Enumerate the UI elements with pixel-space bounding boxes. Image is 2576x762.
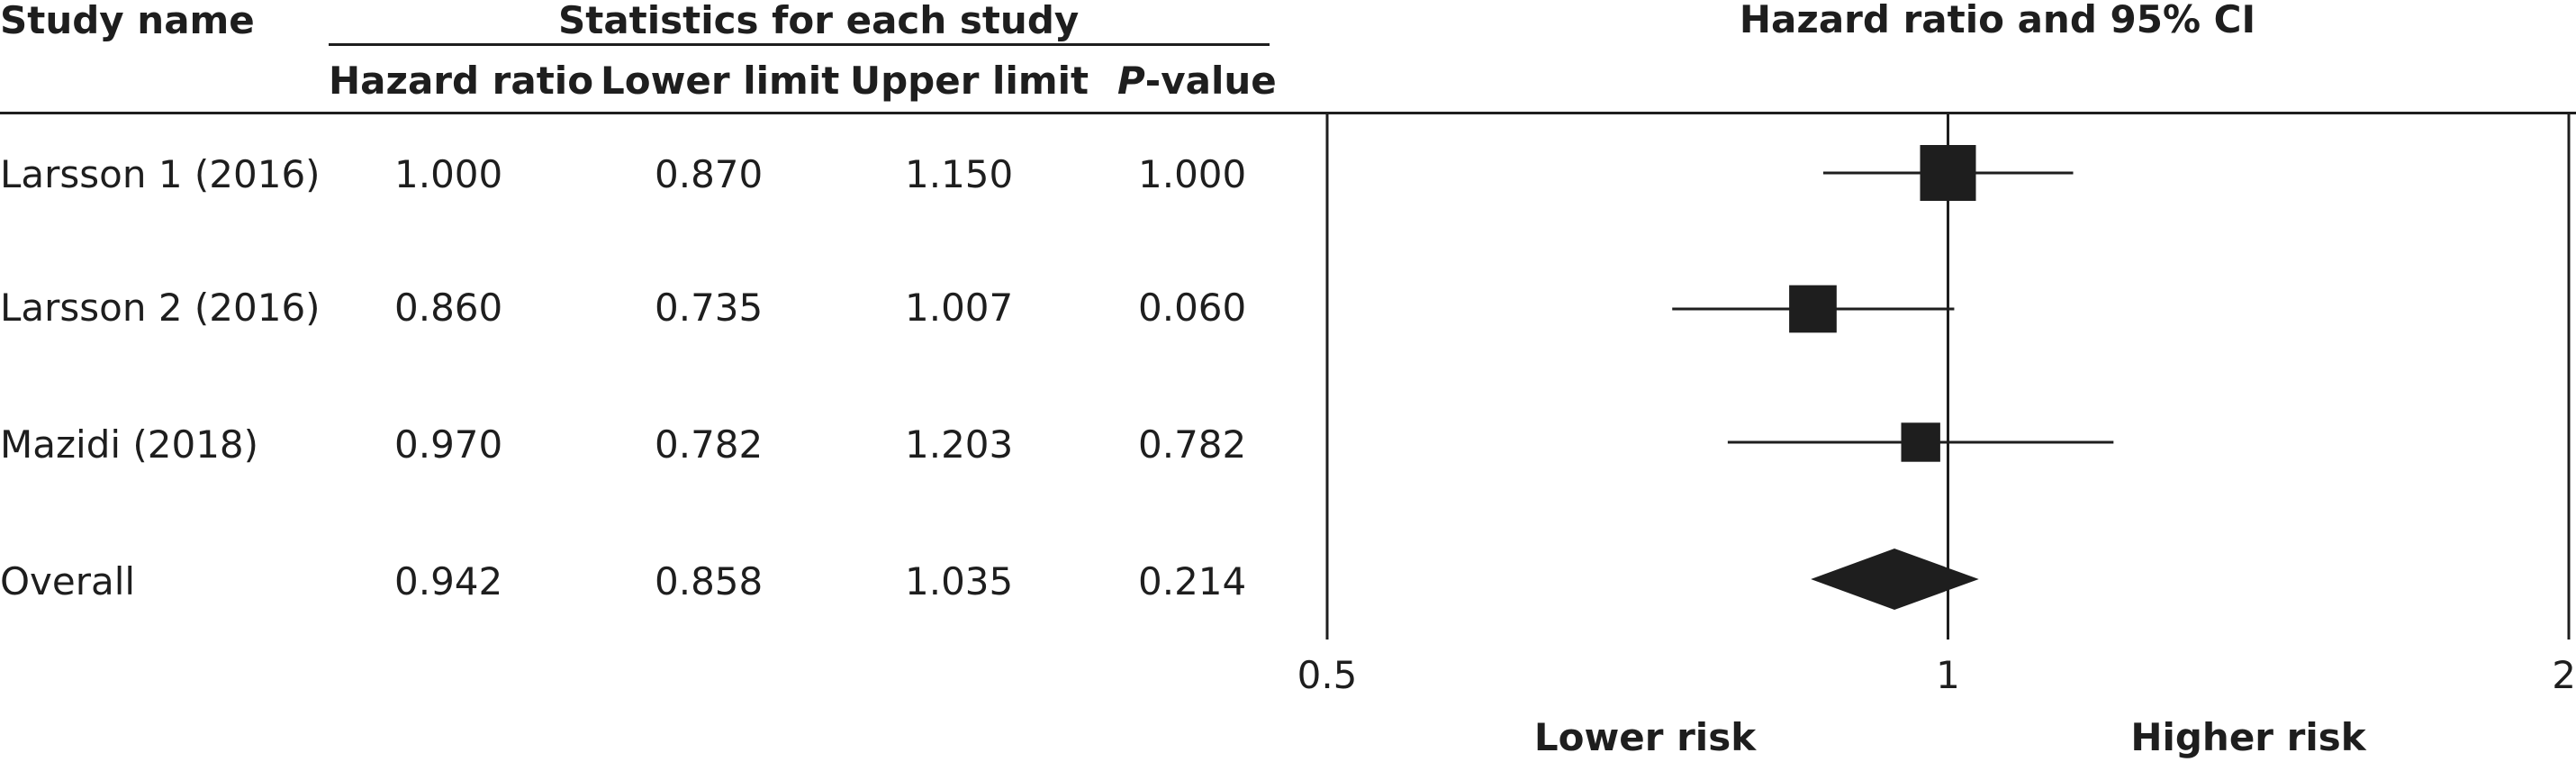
study-name-cell: Overall <box>0 559 136 603</box>
overall-diamond <box>1811 549 1979 610</box>
upper-limit-header: Upper limit <box>850 59 1089 103</box>
upper-limit-cell: 1.150 <box>905 152 1014 196</box>
hazard-ratio-cell: 0.942 <box>394 559 503 603</box>
point-estimate-square <box>1920 145 1976 201</box>
lower-limit-cell: 0.870 <box>655 152 764 196</box>
x-tick-label: 2 <box>2552 653 2576 697</box>
upper-limit-cell: 1.203 <box>905 422 1014 467</box>
upper-limit-cell: 1.035 <box>905 559 1014 603</box>
lower-limit-cell: 0.858 <box>655 559 764 603</box>
p-value-header-suffix: -value <box>1144 59 1277 103</box>
p-value-cell: 1.000 <box>1138 152 1247 196</box>
study-name-cell: Mazidi (2018) <box>0 422 259 467</box>
hazard-ratio-cell: 1.000 <box>394 152 503 196</box>
group-header-rule <box>329 43 1270 46</box>
upper-limit-cell: 1.007 <box>905 286 1014 330</box>
hazard-ratio-cell: 0.970 <box>394 422 503 467</box>
p-value-cell: 0.060 <box>1138 286 1247 330</box>
study-name-header: Study name <box>0 0 255 42</box>
chart-title: Hazard ratio and 95% CI <box>1740 0 2255 41</box>
lower-limit-cell: 0.735 <box>655 286 764 330</box>
p-value-cell: 0.782 <box>1138 422 1247 467</box>
lower-risk-label: Lower risk <box>1534 715 1757 759</box>
point-estimate-square <box>1901 422 1940 462</box>
table-header-rule <box>0 112 2576 114</box>
x-tick-label: 0.5 <box>1297 653 1358 697</box>
study-name-cell: Larsson 1 (2016) <box>0 152 321 196</box>
p-value-header-p: P <box>1117 59 1145 103</box>
x-tick-label: 1 <box>1936 653 1960 697</box>
p-value-cell: 0.214 <box>1138 559 1247 603</box>
lower-limit-header: Lower limit <box>601 59 840 103</box>
lower-limit-cell: 0.782 <box>655 422 764 467</box>
study-name-cell: Larsson 2 (2016) <box>0 286 321 330</box>
hazard-ratio-cell: 0.860 <box>394 286 503 330</box>
statistics-group-header: Statistics for each study <box>558 0 1080 42</box>
hazard-ratio-header: Hazard ratio <box>329 59 594 103</box>
p-value-header: P-value <box>1117 62 1277 100</box>
point-estimate-square <box>1789 285 1837 333</box>
higher-risk-label: Higher risk <box>2130 715 2366 759</box>
